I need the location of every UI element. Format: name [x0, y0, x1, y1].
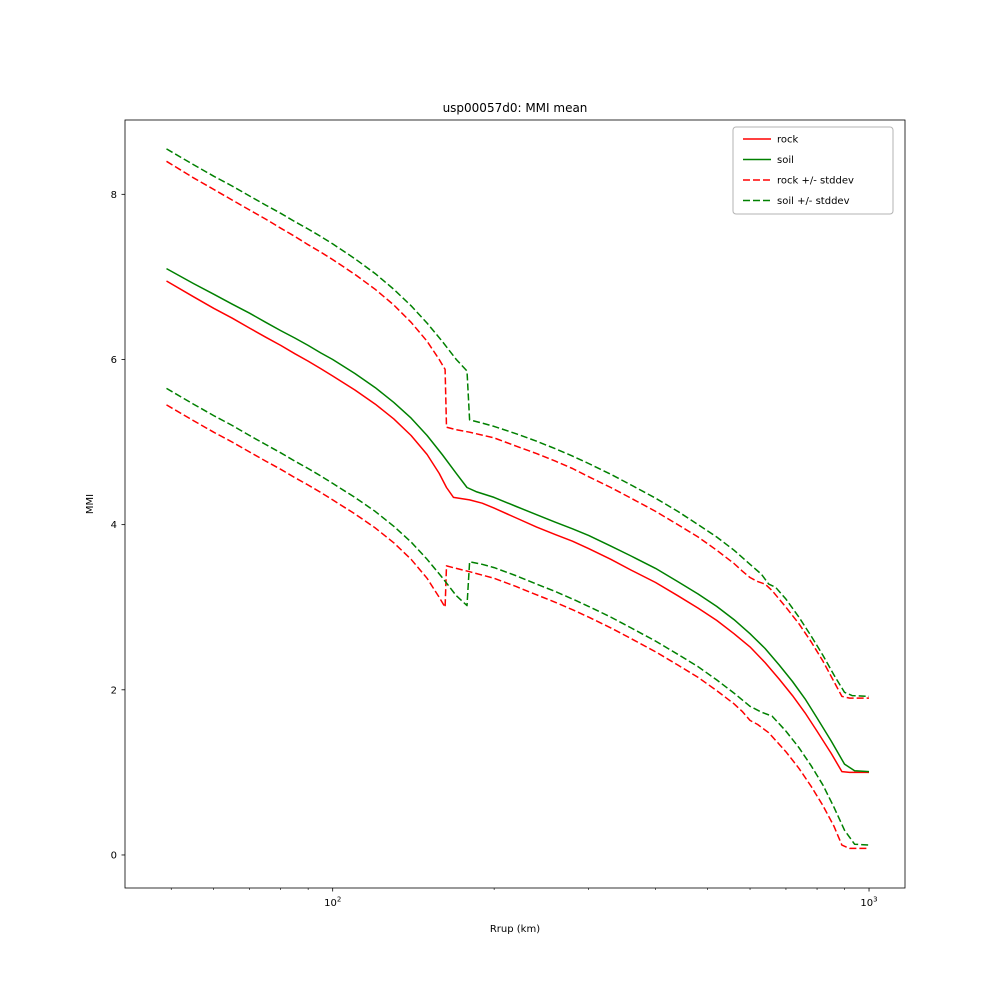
series-lines [166, 148, 870, 850]
series-soil-lower-stddev [166, 387, 870, 846]
y-tick-label: 0 [111, 850, 117, 861]
y-tick-label: 8 [111, 190, 117, 201]
legend: rock soil rock +/- stddev soil +/- stddev [732, 126, 894, 215]
series-soil-upper-stddev [166, 148, 870, 698]
legend-item-label-1: soil [777, 155, 794, 166]
legend-item-label-2: rock +/- stddev [777, 176, 854, 187]
legend-item-label-0: rock [777, 135, 799, 146]
legend-box [732, 126, 894, 215]
y-tick-label: 4 [111, 520, 117, 531]
x-tick-label: 103 [860, 896, 877, 910]
series-rock-upper-stddev [166, 160, 869, 699]
y-axis-label: MMI [85, 494, 96, 514]
series-rock-mean [166, 280, 869, 774]
plot-area [124, 119, 906, 889]
axis-ticks: 0 2 4 6 8 102 103 [111, 190, 878, 909]
y-tick-label: 2 [111, 685, 117, 696]
y-tick-label: 6 [111, 355, 117, 366]
series-rock-lower-stddev [166, 404, 869, 850]
chart-title: usp00057d0: MMI mean [443, 101, 588, 115]
legend-item-label-3: soil +/- stddev [777, 196, 850, 207]
series-soil-mean [166, 267, 870, 773]
x-tick-label: 102 [324, 896, 341, 910]
x-axis-label: Rrup (km) [490, 924, 540, 935]
